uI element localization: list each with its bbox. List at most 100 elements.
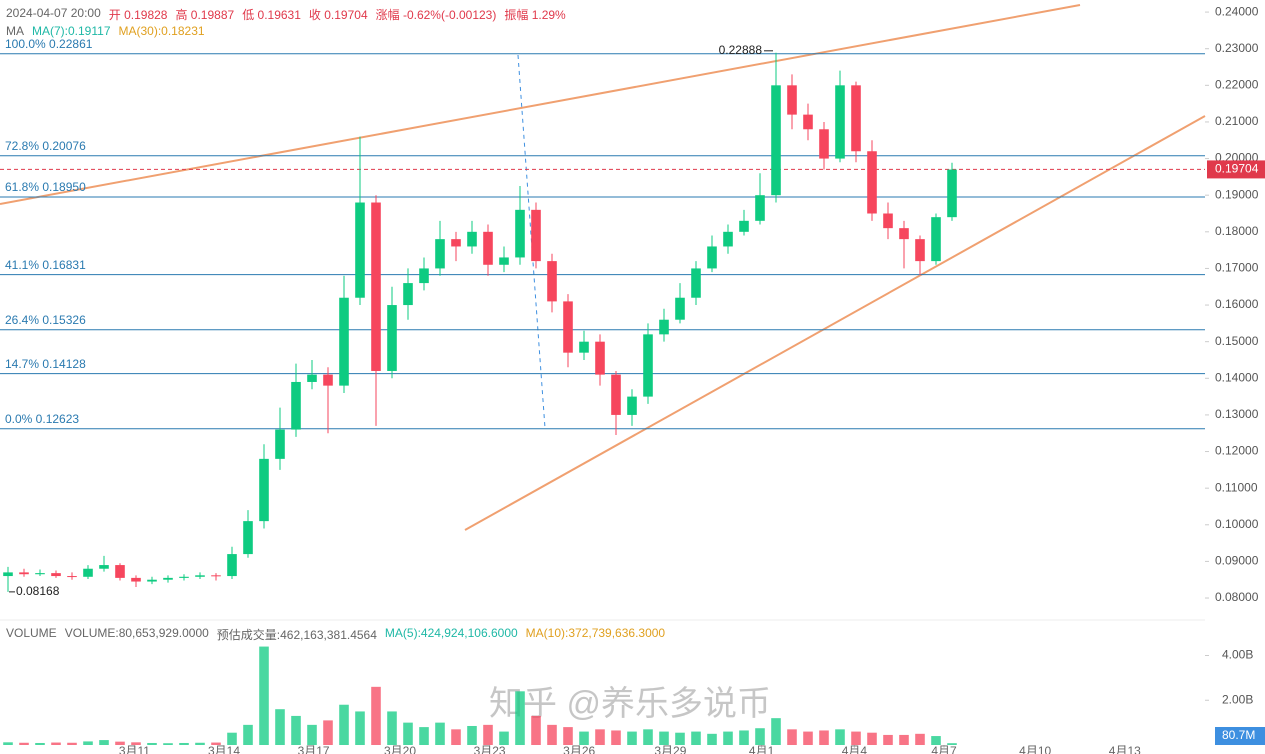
volume-bar: [707, 733, 717, 745]
volume-bar: [691, 731, 701, 745]
candle-body: [531, 209, 541, 262]
candle-body: [691, 268, 701, 298]
volume-bar: [19, 742, 29, 745]
x-tick-label: 3月11: [119, 744, 150, 754]
trend-line: [464, 115, 1206, 531]
fib-label: 100.0% 0.22861: [5, 37, 93, 51]
y-tick-label: 0.22000: [1215, 77, 1259, 91]
volume-bar: [115, 741, 125, 745]
candle-body: [355, 202, 365, 298]
legend-text: MA(10):372,739,636.3000: [525, 626, 666, 640]
volume-bar: [275, 709, 285, 745]
volume-bar: [83, 741, 93, 745]
volume-bar: [355, 711, 365, 745]
candle-body: [275, 429, 285, 459]
volume-bar: [739, 730, 749, 745]
candle-body: [883, 213, 893, 229]
candle-body: [899, 228, 909, 240]
volume-bar: [483, 724, 493, 745]
volume-bar: [35, 742, 45, 745]
candle-body: [387, 305, 397, 371]
candle-body: [83, 568, 93, 577]
volume-bar: [307, 724, 317, 745]
candle-body: [739, 220, 749, 232]
volume-bar: [451, 729, 461, 745]
x-tick-label: 3月14: [208, 744, 240, 754]
candle-body: [307, 374, 317, 382]
candle-body: [867, 151, 877, 214]
volume-legend: VOLUME VOLUME:80,653,929.0000 预估成交量:462,16…: [6, 626, 665, 643]
legend-text: MA: [6, 24, 24, 38]
fib-label: 26.4% 0.15326: [5, 313, 86, 327]
volume-bar: [323, 720, 333, 745]
volume-bar: [803, 731, 813, 745]
fib-label: 61.8% 0.18950: [5, 180, 86, 194]
volume-bar: [659, 731, 669, 745]
volume-bar: [339, 704, 349, 745]
legend-text: VOLUME:80,653,929.0000: [64, 626, 209, 640]
volume-bar: [195, 742, 205, 745]
legend-text: 收 0.19704: [308, 8, 368, 22]
volume-bar: [227, 732, 237, 745]
candle-body: [467, 231, 477, 247]
volume-bar: [531, 715, 541, 745]
volume-bar: [819, 730, 829, 745]
fib-label: 41.1% 0.16831: [5, 258, 86, 272]
candle-body: [67, 576, 77, 578]
volume-last-label: 80.7M: [1222, 728, 1255, 742]
legend-text: MA(30):0.18231: [118, 24, 205, 38]
candle-body: [419, 268, 429, 284]
volume-bar: [387, 711, 397, 745]
candle-body: [163, 577, 173, 580]
legend-text: 2024-04-07 20:00: [6, 6, 101, 20]
candle-body: [179, 576, 189, 578]
candle-body: [579, 341, 589, 353]
candle-body: [323, 374, 333, 386]
candle-body: [339, 297, 349, 386]
candle-body: [3, 572, 13, 577]
volume-bar: [147, 742, 157, 745]
volume-bar: [435, 722, 445, 745]
y-tick-label: 0.24000: [1215, 4, 1259, 18]
volume-bar: [947, 743, 957, 745]
x-tick-label: 3月26: [563, 744, 595, 754]
volume-bar: [835, 729, 845, 745]
volume-tick-label: 2.00B: [1222, 692, 1253, 706]
y-tick-label: 0.14000: [1215, 370, 1259, 384]
volume-bar: [771, 718, 781, 745]
legend-text: 开 0.19828: [108, 8, 168, 22]
candle-body: [227, 554, 237, 577]
candle-body: [99, 565, 109, 569]
y-tick-label: 0.17000: [1215, 261, 1259, 275]
legend-text: 预估成交量:462,163,381.4564: [216, 628, 377, 642]
volume-bar: [371, 686, 381, 745]
candle-body: [499, 257, 509, 265]
x-tick-label: 3月29: [654, 744, 686, 754]
x-tick-label: 4月4: [842, 744, 868, 754]
volume-bar: [179, 742, 189, 745]
y-tick-label: 0.10000: [1215, 517, 1259, 531]
legend-text: VOLUME: [6, 626, 57, 640]
candle-body: [19, 572, 29, 575]
volume-bar: [131, 742, 141, 745]
candle-body: [643, 334, 653, 397]
candle-body: [243, 521, 253, 555]
volume-bar: [419, 727, 429, 745]
volume-bar: [595, 729, 605, 745]
volume-tick-label: 4.00B: [1222, 648, 1253, 662]
x-tick-label: 3月23: [474, 744, 506, 754]
candle-body: [451, 239, 461, 247]
volume-bar: [787, 729, 797, 745]
candle-body: [515, 209, 525, 258]
low-annotation: 0.08168: [16, 584, 60, 598]
volume-bar: [851, 731, 861, 745]
volume-bar: [675, 732, 685, 745]
legend-text: MA(5):424,924,106.6000: [384, 626, 518, 640]
candle-body: [931, 217, 941, 262]
volume-bar: [883, 734, 893, 745]
candle-body: [915, 239, 925, 262]
y-tick-label: 0.18000: [1215, 224, 1259, 238]
y-tick-label: 0.15000: [1215, 334, 1259, 348]
